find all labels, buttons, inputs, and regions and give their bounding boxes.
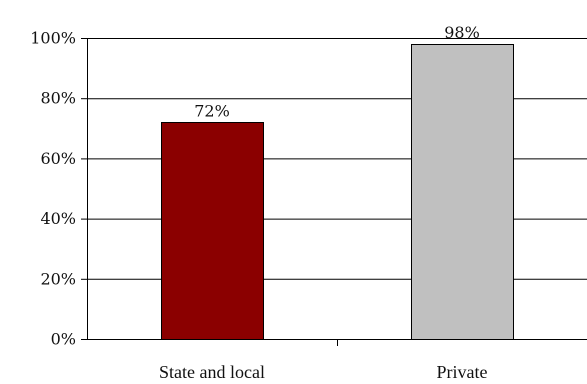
- y-tick-label: 40%: [40, 209, 76, 228]
- y-tick-label: 20%: [40, 269, 76, 288]
- x-category-label: State and local: [159, 362, 265, 382]
- bars: [161, 44, 514, 340]
- y-tick-label: 100%: [30, 29, 76, 48]
- x-category-label: Private: [437, 362, 488, 382]
- y-tick-label: 80%: [40, 89, 76, 108]
- y-tick-label: 0%: [51, 330, 76, 349]
- y-axis-ticks: 0% 20% 40% 60% 80% 100%: [30, 29, 87, 349]
- bar-state-and-local: [161, 122, 264, 340]
- x-axis-labels: State and local Private: [159, 362, 487, 382]
- data-label: 72%: [194, 101, 230, 120]
- y-tick-label: 60%: [40, 149, 76, 168]
- data-label: 98%: [444, 23, 480, 42]
- data-labels: 72% 98%: [194, 23, 480, 120]
- bar-private: [411, 44, 514, 340]
